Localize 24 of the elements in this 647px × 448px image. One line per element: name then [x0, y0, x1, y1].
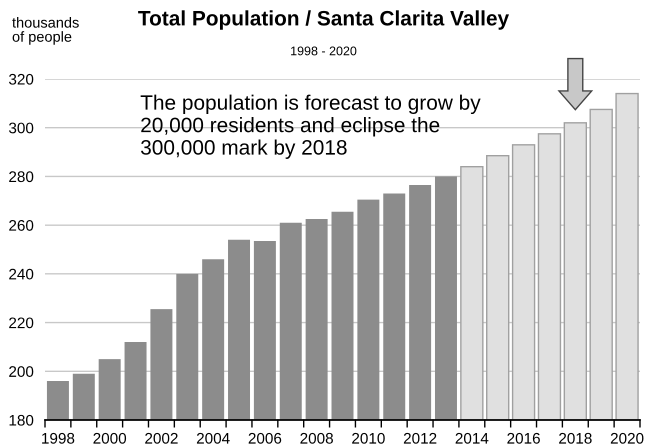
- y-tick-label: 220: [9, 317, 34, 328]
- x-tick-label: 2008: [300, 432, 333, 444]
- chart-subtitle: 1998 - 2020: [291, 46, 356, 56]
- y-axis-title: thousands of people: [12, 17, 79, 45]
- x-tick-label: 2012: [404, 432, 436, 444]
- x-tick-label: 2016: [507, 432, 540, 444]
- x-tick-label: 2002: [145, 432, 178, 444]
- x-tick-label: 2006: [248, 432, 282, 444]
- y-tick-label: 240: [9, 268, 34, 280]
- chart-title: Total Population / Santa Clarita Valley: [138, 10, 510, 30]
- x-tick-label: 1998: [42, 432, 74, 444]
- annotation: The population is forecast to grow by 20,000 residents and eclipse the 300,000 mark by 2018: [140, 94, 481, 159]
- x-tick-label: 2014: [456, 432, 488, 444]
- y-tick-label: 280: [9, 171, 34, 182]
- x-tick-label: 2020: [610, 432, 644, 444]
- y-tick-label: 300: [8, 122, 34, 134]
- x-tick-label: 2004: [196, 432, 230, 444]
- y-tick-label: 260: [9, 220, 34, 231]
- x-tick-label: 2018: [559, 432, 592, 444]
- x-tick-label: 2000: [93, 432, 126, 444]
- y-tick-label: 180: [10, 414, 34, 426]
- y-tick-label: 200: [9, 366, 34, 377]
- y-tick-label: 320: [8, 74, 34, 85]
- x-tick-label: 2010: [352, 432, 385, 444]
